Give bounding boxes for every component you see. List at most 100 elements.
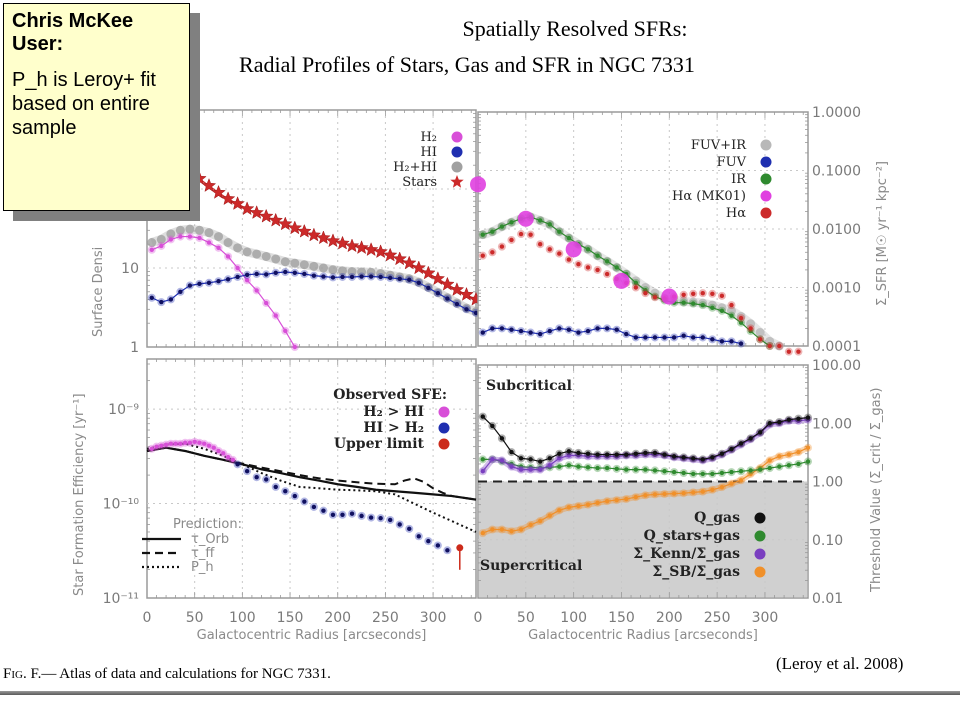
data-point bbox=[719, 470, 725, 476]
data-point bbox=[206, 443, 212, 448]
legend-label: Σ_Kenn/Σ_gas bbox=[633, 546, 740, 562]
data-point bbox=[719, 308, 725, 313]
data-point-star bbox=[335, 235, 350, 250]
data-point bbox=[576, 450, 581, 456]
data-point bbox=[159, 443, 164, 448]
prediction-legend-label: τ_Orb bbox=[191, 532, 229, 547]
data-point bbox=[518, 467, 524, 472]
data-point bbox=[187, 440, 193, 445]
y-tick-label: 10.00 bbox=[812, 416, 852, 432]
data-point bbox=[595, 465, 600, 471]
y-tick-label: 0.0010 bbox=[812, 281, 861, 297]
data-point bbox=[528, 232, 533, 237]
data-point bbox=[796, 449, 801, 455]
legend-marker bbox=[760, 173, 772, 185]
data-point bbox=[576, 330, 581, 335]
legend-marker bbox=[760, 190, 772, 202]
series-stars bbox=[182, 165, 484, 306]
data-point bbox=[206, 280, 212, 285]
data-point bbox=[264, 477, 269, 482]
data-point bbox=[499, 527, 505, 532]
data-point-star bbox=[411, 260, 427, 275]
data-point-halo bbox=[366, 267, 376, 277]
data-point bbox=[547, 247, 552, 252]
data-point bbox=[729, 339, 734, 344]
data-point-halo bbox=[290, 258, 300, 268]
data-point bbox=[643, 335, 648, 340]
data-point bbox=[273, 313, 278, 318]
data-point bbox=[490, 229, 495, 234]
data-point-star bbox=[440, 276, 455, 291]
data-point bbox=[509, 529, 514, 534]
slide-title: Spatially Resolved SFRs: bbox=[462, 16, 688, 41]
data-point bbox=[330, 275, 336, 280]
data-point-halo bbox=[280, 257, 290, 267]
data-point bbox=[499, 244, 505, 249]
data-point bbox=[254, 288, 259, 293]
x-tick-label: 100 bbox=[560, 610, 587, 626]
data-point-star bbox=[230, 196, 245, 210]
data-point-star bbox=[430, 271, 446, 286]
data-point bbox=[614, 452, 619, 457]
data-point-star bbox=[373, 244, 388, 259]
data-point bbox=[273, 484, 278, 490]
data-point bbox=[710, 337, 715, 342]
data-point bbox=[585, 465, 591, 470]
data-point bbox=[547, 222, 552, 227]
data-point-halo bbox=[328, 265, 338, 275]
comment-note[interactable]: Chris McKee User: P_h is Leroy+ fit base… bbox=[3, 3, 190, 211]
data-point bbox=[585, 451, 591, 456]
data-point bbox=[557, 464, 562, 469]
data-point bbox=[211, 445, 216, 450]
comment-text: P_h is Leroy+ fit based on entire sample bbox=[12, 69, 156, 139]
data-point bbox=[235, 265, 240, 271]
data-point bbox=[566, 449, 572, 454]
data-point bbox=[576, 262, 581, 267]
series-hi bbox=[233, 460, 452, 555]
data-point bbox=[719, 293, 725, 299]
panel-sfr-surface-density: 1.0000 0.1000 0.0100 0.0010 0.0001 Σ_SFR [M☉ … bbox=[470, 105, 890, 356]
data-point bbox=[681, 455, 686, 460]
data-point-halo bbox=[204, 228, 214, 238]
data-point bbox=[604, 452, 610, 457]
data-point bbox=[518, 231, 524, 237]
data-point bbox=[738, 315, 744, 321]
series-q_stars_gas bbox=[478, 455, 812, 478]
caption-prefix: Fig. F. bbox=[3, 666, 42, 682]
data-point bbox=[710, 291, 715, 297]
series-line bbox=[151, 235, 296, 348]
legend-title: Observed SFE: bbox=[333, 387, 447, 403]
data-point bbox=[537, 218, 543, 223]
slide-subtitle: Radial Profiles of Stars, Gas and SFR in… bbox=[239, 52, 695, 77]
data-point bbox=[681, 490, 686, 496]
data-point bbox=[321, 274, 326, 279]
data-point bbox=[509, 449, 514, 455]
data-point bbox=[633, 467, 639, 472]
data-point bbox=[197, 281, 202, 287]
data-point bbox=[614, 466, 619, 472]
data-point bbox=[528, 457, 533, 462]
data-point bbox=[691, 335, 696, 340]
data-point bbox=[359, 274, 364, 279]
data-point bbox=[537, 518, 543, 524]
data-point bbox=[777, 454, 782, 459]
data-point-star bbox=[421, 265, 436, 280]
data-point bbox=[264, 272, 269, 277]
data-point bbox=[216, 448, 221, 454]
data-point-halo bbox=[726, 306, 736, 316]
data-point bbox=[221, 451, 226, 456]
data-point bbox=[757, 430, 763, 435]
data-point bbox=[216, 279, 221, 284]
data-point bbox=[748, 471, 753, 477]
data-point bbox=[340, 512, 345, 517]
y-tick-label: 0.10 bbox=[812, 533, 843, 549]
data-point-halo bbox=[175, 225, 185, 235]
data-point-star bbox=[192, 170, 207, 185]
data-point bbox=[681, 333, 686, 338]
citation: (Leroy et al. 2008) bbox=[776, 654, 904, 673]
data-point-halo bbox=[318, 263, 328, 273]
data-point-star bbox=[268, 212, 284, 227]
data-point bbox=[368, 274, 374, 279]
legend-threshold: Q_gas Q_stars+gas Σ_Kenn/Σ_gas Σ_SB/Σ_gas bbox=[633, 510, 766, 580]
legend-label: H₂ bbox=[420, 130, 437, 145]
